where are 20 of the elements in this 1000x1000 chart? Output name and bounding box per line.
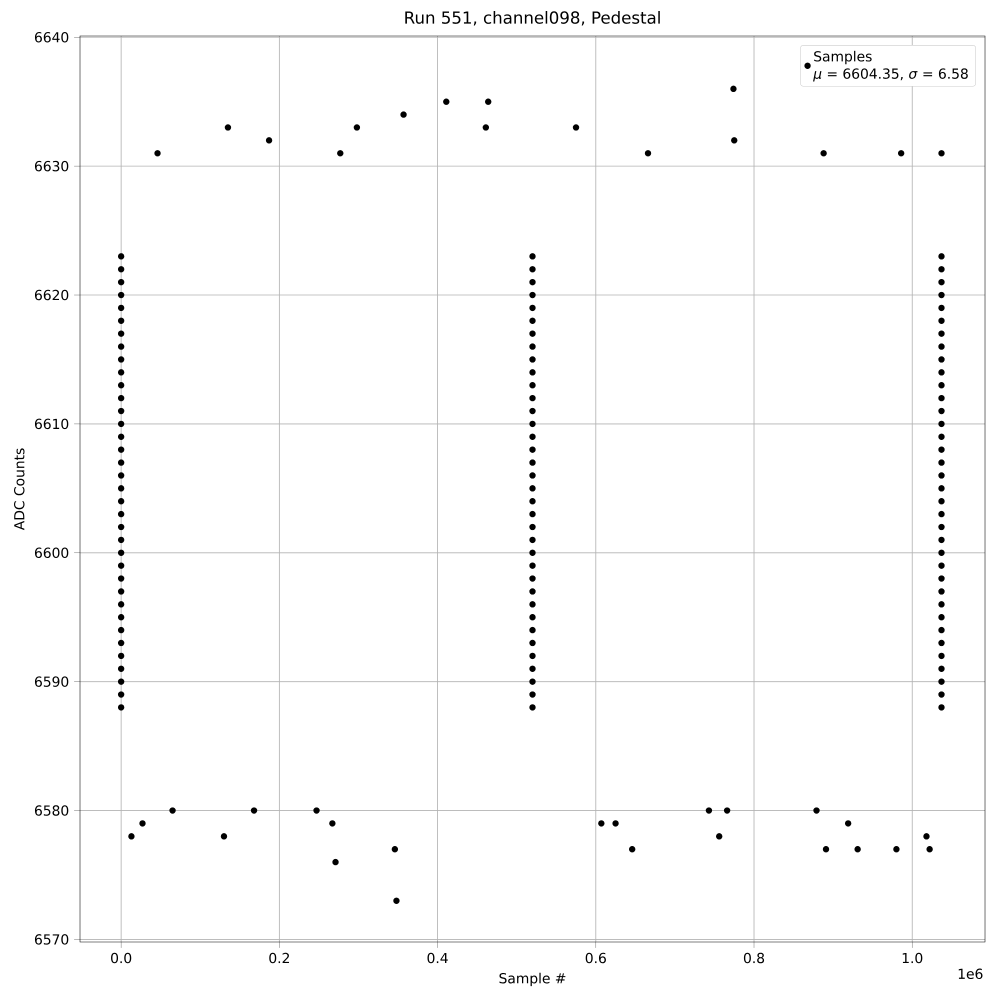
x-tick-label: 0.0 (111, 952, 132, 964)
y-tick-label: 6590 (34, 676, 68, 687)
x-tick-label: 0.6 (586, 952, 606, 964)
y-tick-label: 6640 (34, 32, 68, 42)
x-tick-label: 0.8 (744, 952, 764, 964)
text: 1e6 (958, 968, 982, 980)
y-tick-label: 6600 (34, 548, 68, 558)
x-axis-title: Sample # (499, 972, 566, 986)
annotation: μ = 6604.35, σ = 6.58 (813, 68, 968, 82)
y-tick-label: 6630 (34, 160, 68, 172)
y-tick-label: 6610 (34, 418, 68, 430)
y-axis-title: ADC Counts (14, 448, 24, 530)
y-tick-label: 6620 (34, 290, 68, 300)
legend-label: Samples (814, 50, 872, 64)
y-tick-label: 6580 (34, 805, 68, 816)
x-tick-label: 1.0 (902, 952, 922, 964)
y-tick-label: 6570 (34, 934, 68, 945)
chart-title: Run 551, channel098, Pedestal (405, 11, 660, 26)
x-tick-label: 0.2 (269, 952, 289, 964)
x-tick-label: 0.4 (427, 952, 448, 964)
